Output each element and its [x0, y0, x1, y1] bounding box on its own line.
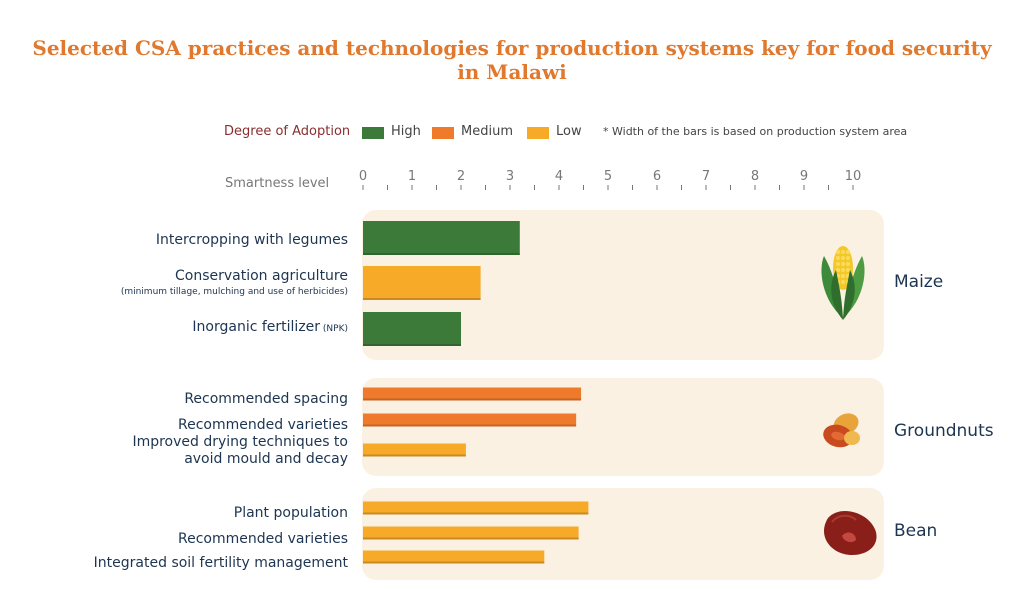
x-axis-ticks: 0 1 2 3 4 5 6 7 8 9 10: [359, 169, 861, 190]
legend-title: Degree of Adoption: [224, 124, 351, 139]
chart-title: Selected CSA practices and technologies …: [32, 36, 992, 84]
bar-shadow: [363, 454, 466, 457]
legend-note: * Width of the bars is based on producti…: [603, 125, 908, 138]
x-tick-label: 3: [506, 169, 514, 184]
x-tick-label: 6: [653, 169, 661, 184]
category-label: Inorganic fertilizer (NPK): [192, 319, 348, 335]
bar: [363, 312, 461, 346]
group-label: Bean: [894, 521, 937, 541]
bar-shadow: [363, 253, 520, 255]
category-label: Recommended varieties: [178, 531, 348, 547]
group-label: Maize: [894, 272, 943, 292]
group-icons: [821, 246, 877, 556]
x-tick-label: 1: [408, 169, 416, 184]
legend: Degree of Adoption High Medium Low * Wid…: [0, 124, 1024, 144]
legend-swatch-low: [527, 127, 549, 139]
bar-shadow: [363, 424, 577, 427]
groundnut-icon: [823, 413, 860, 448]
bar-shadow: [363, 561, 545, 564]
bean-icon: [823, 510, 877, 556]
legend-swatch-high: [362, 127, 384, 139]
bar: [363, 221, 520, 255]
category-label: Plant population: [234, 505, 348, 521]
bar: [363, 501, 589, 515]
bar-shadow: [363, 398, 582, 401]
bar: [363, 413, 577, 427]
x-tick-label: 9: [800, 169, 808, 184]
legend-label-low: Low: [556, 124, 582, 139]
x-tick-label: 4: [555, 169, 563, 184]
bar: [363, 526, 579, 540]
x-tick-label: 8: [751, 169, 759, 184]
category-label: Recommended spacing: [184, 391, 348, 407]
category-label: Improved drying techniques to: [132, 434, 348, 450]
bar-shadow: [363, 344, 461, 346]
x-tick-label: 2: [457, 169, 465, 184]
bar: [363, 550, 545, 564]
bar-shadow: [363, 298, 481, 300]
category-label: Intercropping with legumes: [156, 232, 348, 248]
x-tick-label: 5: [604, 169, 612, 184]
legend-label-medium: Medium: [461, 124, 513, 139]
x-tick-label: 0: [359, 169, 367, 184]
category-labels: Intercropping with legumes Conservation a…: [94, 232, 994, 571]
group-label: Groundnuts: [894, 421, 994, 441]
bars: [363, 221, 589, 564]
legend-swatch-medium: [432, 127, 454, 139]
category-label: avoid mould and decay: [184, 451, 348, 467]
legend-label-high: High: [391, 124, 421, 139]
bar: [363, 387, 582, 401]
category-sublabel: (minimum tillage, mulching and use of he…: [121, 287, 348, 297]
category-label: Conservation agriculture: [175, 268, 348, 284]
x-tick-label: 7: [702, 169, 710, 184]
bar: [363, 266, 481, 300]
bar-shadow: [363, 512, 589, 515]
bar-shadow: [363, 537, 579, 540]
bar: [363, 443, 466, 457]
x-tick-label: 10: [845, 169, 862, 184]
category-label: Integrated soil fertility management: [94, 555, 349, 571]
maize-icon: [821, 246, 865, 320]
group-panel: [362, 378, 884, 476]
category-label: Recommended varieties: [178, 417, 348, 433]
x-axis-label: Smartness level: [225, 176, 329, 191]
